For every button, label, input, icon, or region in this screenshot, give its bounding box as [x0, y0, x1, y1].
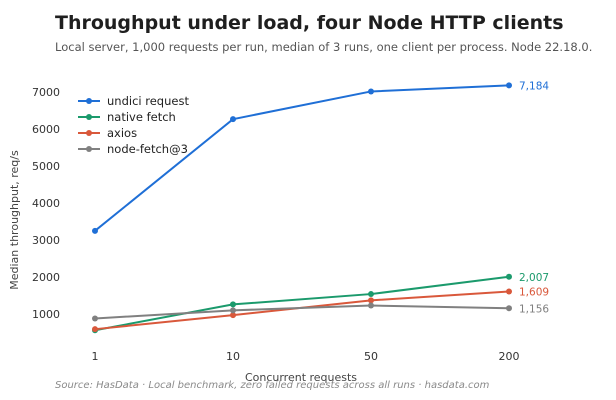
y-axis: 1000 2000 3000 4000 5000 6000 7000 [32, 86, 60, 321]
chart-footer: Source: HasData · Local benchmark, zero … [55, 380, 490, 391]
data-point [230, 312, 236, 319]
y-tick-label: 2000 [32, 271, 60, 284]
series-line [94, 290, 510, 331]
y-tick-label: 7000 [32, 86, 60, 99]
y-tick-label: 4000 [32, 197, 60, 210]
x-axis: 1 10 50 200 [92, 350, 520, 363]
data-point [368, 297, 374, 304]
series-lines [92, 82, 512, 334]
data-point [506, 82, 512, 89]
legend-label: native fetch [107, 110, 176, 124]
chart-subtitle: Local server, 1,000 requests per run, me… [55, 40, 592, 54]
x-tick-label: 10 [226, 350, 240, 363]
legend-marker [86, 98, 92, 104]
data-point [230, 307, 236, 314]
data-point [92, 315, 98, 322]
data-point [368, 302, 374, 309]
y-tick-label: 3000 [32, 234, 60, 247]
data-point [506, 288, 512, 295]
data-point [506, 273, 512, 280]
data-point [230, 301, 236, 308]
end-value-label: 1,609 [519, 287, 549, 299]
series-line [94, 275, 510, 332]
end-value-label: 1,156 [519, 303, 549, 315]
end-labels: 7,184 2,007 1,609 1,156 [519, 80, 549, 315]
series-line [94, 84, 510, 232]
end-value-label: 7,184 [519, 80, 549, 92]
data-point [92, 326, 98, 333]
data-point [506, 305, 512, 312]
x-tick-label: 200 [499, 350, 520, 363]
y-tick-label: 1000 [32, 308, 60, 321]
data-point [368, 88, 374, 95]
legend-marker [86, 130, 92, 136]
legend: undici request native fetch axios node-fetc… [78, 94, 189, 156]
chart-title: Throughput under load, four Node HTTP cl… [55, 12, 564, 34]
series-line [94, 304, 510, 320]
y-tick-label: 5000 [32, 160, 60, 173]
data-point [92, 227, 98, 234]
x-tick-label: 1 [92, 350, 99, 363]
legend-marker [86, 114, 92, 120]
end-value-label: 2,007 [519, 272, 549, 284]
data-point [230, 116, 236, 123]
y-axis-label: Median throughput, req/s [8, 150, 21, 290]
y-tick-label: 6000 [32, 123, 60, 136]
legend-label: undici request [107, 94, 189, 108]
data-point [368, 291, 374, 298]
x-axis-label: Concurrent requests [245, 371, 357, 384]
legend-label: node-fetch@3 [107, 142, 188, 156]
legend-marker [86, 146, 92, 152]
legend-label: axios [107, 126, 137, 140]
x-tick-label: 50 [364, 350, 378, 363]
